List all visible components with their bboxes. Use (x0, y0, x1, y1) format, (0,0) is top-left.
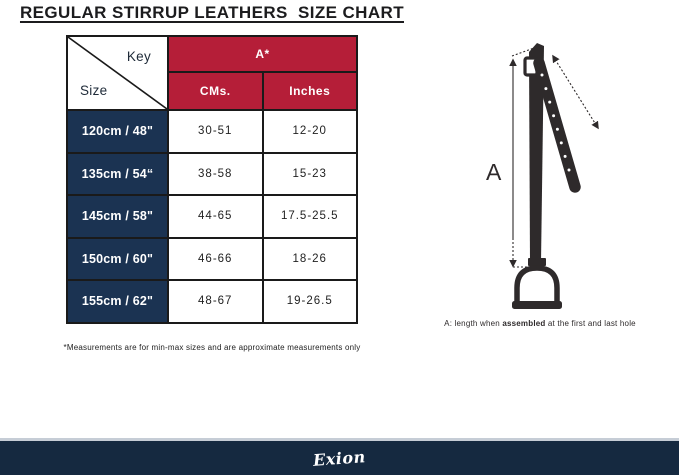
measurements-footnote: *Measurements are for min-max sizes and … (63, 343, 361, 352)
caption-bold-word: assembled (502, 319, 546, 328)
column-header-inches: Inches (261, 71, 358, 111)
inches-cell: 12-20 (261, 109, 358, 154)
page-title: REGULAR STIRRUP LEATHERS SIZE CHART (19, 3, 404, 22)
table-row: 150cm / 60" 46-66 18-26 (66, 236, 358, 281)
footer-bar: Exion (0, 441, 679, 475)
table-row: 145cm / 58" 44-65 17.5-25.5 (66, 194, 358, 239)
brand-logo: Exion (312, 446, 367, 470)
inches-cell: 15-23 (261, 151, 358, 196)
corner-size-label: Size (80, 83, 108, 98)
corner-key-size-cell: Key Size (66, 35, 169, 111)
size-chart-table: Key Size A* CMs. Inches 120cm / 48" 30-5… (66, 35, 358, 324)
size-cell: 120cm / 48" (66, 109, 169, 154)
table-row: 135cm / 54“ 38-58 15-23 (66, 151, 358, 196)
table-row: 155cm / 62" 48-67 19-26.5 (66, 279, 358, 324)
measurement-line-a (509, 47, 535, 268)
cms-cell: 38-58 (167, 151, 264, 196)
cms-cell: 44-65 (167, 194, 264, 239)
size-cell: 135cm / 54“ (66, 151, 169, 196)
column-header-cms: CMs. (167, 71, 264, 111)
stirrup-leather-strap (529, 43, 544, 263)
cms-cell: 30-51 (167, 109, 264, 154)
inches-cell: 18-26 (261, 236, 358, 281)
column-group-header-a: A* (167, 35, 358, 73)
punched-strap-end (533, 57, 581, 193)
inches-cell: 17.5-25.5 (261, 194, 358, 239)
size-cell: 155cm / 62" (66, 279, 169, 324)
footer-divider (0, 438, 679, 441)
corner-key-label: Key (126, 49, 151, 64)
cms-cell: 46-66 (167, 236, 264, 281)
stirrup-leather-diagram: A (486, 43, 599, 309)
measure-label-a: A (486, 159, 502, 185)
caption-suffix: at the first and last hole (545, 319, 636, 328)
caption-prefix: A: length when (444, 319, 503, 328)
inches-cell: 19-26.5 (261, 279, 358, 324)
cms-cell: 48-67 (167, 279, 264, 324)
stirrup-iron (512, 258, 562, 309)
diagram-caption: A: length when assembled at the first an… (430, 319, 650, 328)
table-row: 120cm / 48" 30-51 12-20 (66, 109, 358, 154)
size-cell: 145cm / 58" (66, 194, 169, 239)
size-cell: 150cm / 60" (66, 236, 169, 281)
diagonal-divider (68, 37, 167, 109)
